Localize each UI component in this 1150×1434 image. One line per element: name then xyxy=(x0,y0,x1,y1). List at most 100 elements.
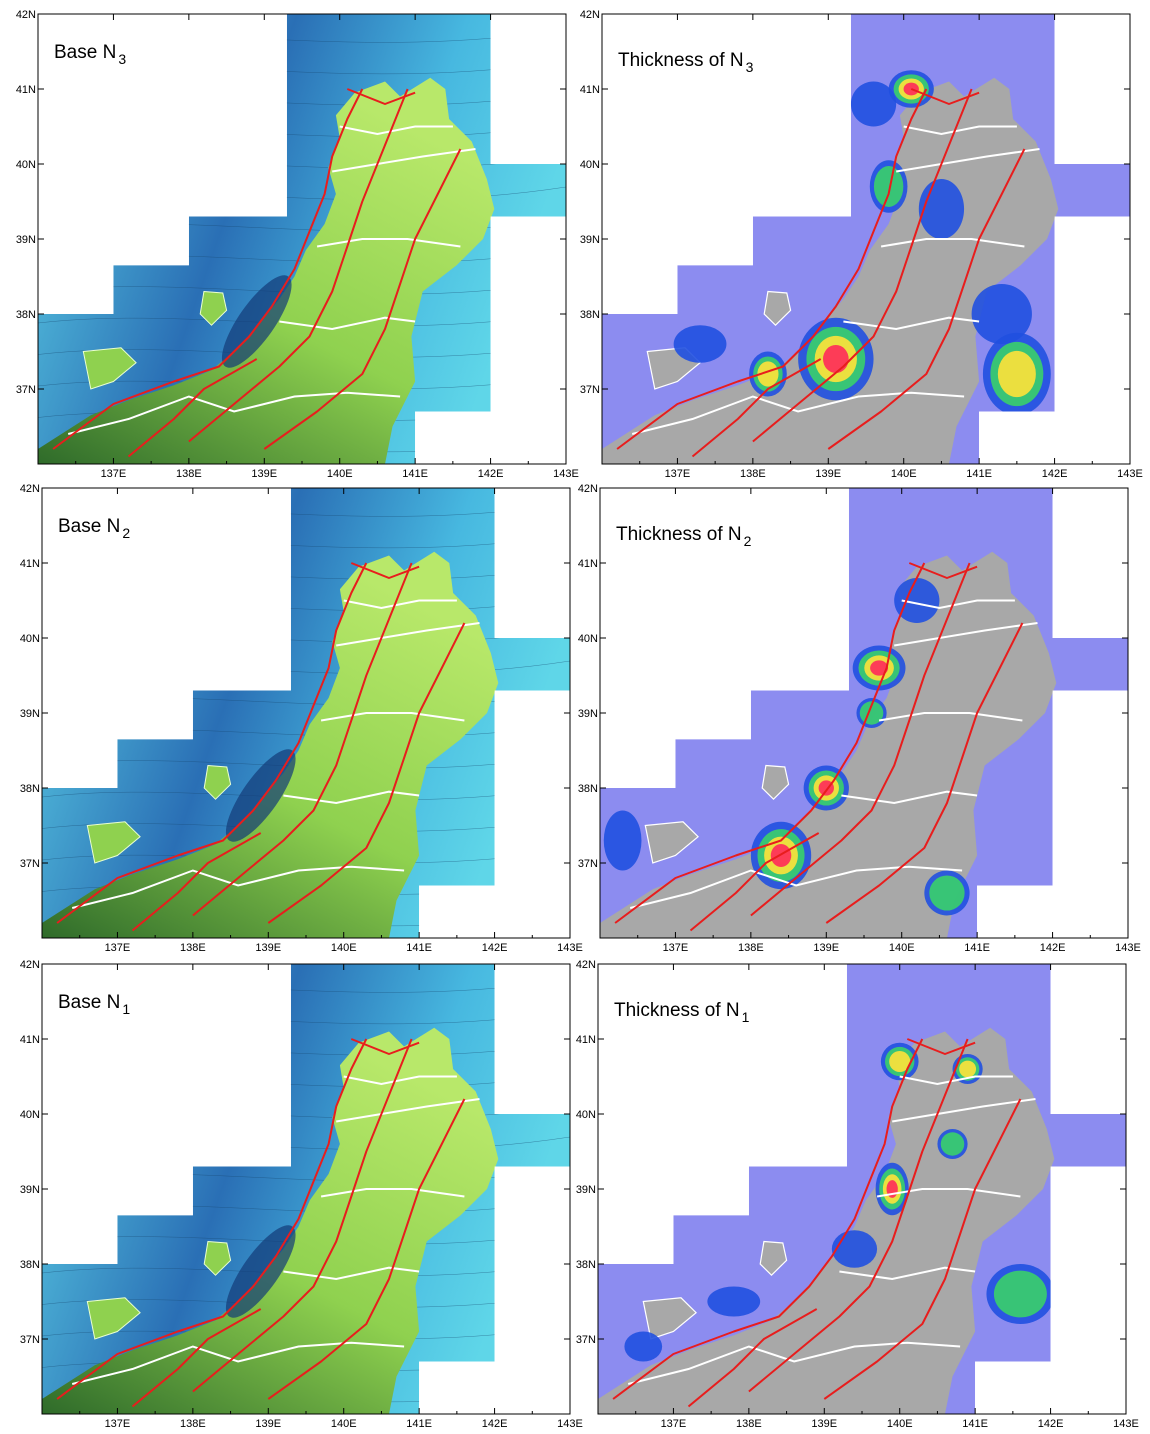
lat-tick-label: 38N xyxy=(576,1259,596,1271)
thickness-blob xyxy=(889,1051,911,1072)
lon-tick-label: 139E xyxy=(811,1418,837,1430)
lon-tick-label: 141E xyxy=(406,1418,432,1430)
prefecture-boundary xyxy=(839,1266,976,1281)
lon-tick-label: 140E xyxy=(331,1418,357,1430)
lon-tick-label: 141E xyxy=(964,942,990,954)
thickness-blob xyxy=(850,81,897,127)
lat-tick-label: 40N xyxy=(578,633,598,645)
lat-tick-label: 42N xyxy=(20,483,40,495)
panel-title-subscript: 2 xyxy=(743,533,752,549)
prefecture-boundary xyxy=(876,1188,1021,1198)
thickness-blob xyxy=(831,1230,878,1268)
panel-title-subscript: 2 xyxy=(122,525,131,541)
thickness-blob xyxy=(894,578,940,623)
lon-tick-label: 137E xyxy=(663,942,689,954)
thickness-blob xyxy=(757,361,779,387)
lat-tick-label: 42N xyxy=(20,959,40,971)
prefecture-boundary xyxy=(627,1341,961,1385)
thickness-blob xyxy=(929,875,965,911)
fault-trace xyxy=(346,88,416,105)
thickness-blob xyxy=(959,1060,977,1078)
prefecture-boundary xyxy=(903,125,1017,136)
prefecture-boundary xyxy=(843,316,980,331)
lat-tick-label: 42N xyxy=(580,9,600,21)
lon-tick-label: 143E xyxy=(1113,1418,1139,1430)
prefecture-boundary xyxy=(320,1188,465,1198)
prefecture-boundary xyxy=(67,391,401,435)
lat-tick-label: 40N xyxy=(20,633,40,645)
lat-tick-label: 39N xyxy=(578,708,598,720)
map-panel-2: 137E 138E 139E 140E 141E 142E 143E 42N 41N 40N 39N… xyxy=(580,9,1143,480)
fault-trace xyxy=(188,88,409,443)
map-panel-1: 137E 138E 139E 140E 141E 142E 143E 42N 41N 40N 39N… xyxy=(16,9,579,480)
thickness-blob xyxy=(918,179,965,239)
fault-trace xyxy=(616,88,928,450)
prefecture-boundary xyxy=(336,1098,480,1123)
lon-tick-label: 137E xyxy=(105,942,131,954)
prefecture-boundary xyxy=(841,790,978,805)
panel-title-subscript: 3 xyxy=(745,59,754,75)
prefecture-boundary xyxy=(339,125,453,136)
lat-tick-label: 39N xyxy=(576,1184,596,1196)
thickness-blob xyxy=(971,284,1032,344)
fault-trace xyxy=(827,148,1026,450)
lat-tick-label: 38N xyxy=(20,783,40,795)
panel-title-text: Base N xyxy=(58,992,121,1013)
prefecture-boundary xyxy=(332,148,476,173)
fault-trace xyxy=(687,1308,818,1408)
lon-tick-label: 141E xyxy=(402,468,428,480)
panel-title-text: Base N xyxy=(54,42,117,63)
lat-tick-label: 41N xyxy=(20,558,40,570)
lon-tick-label: 143E xyxy=(1117,468,1143,480)
fault-trace xyxy=(614,562,926,924)
fault-trace xyxy=(612,1038,924,1400)
lon-tick-label: 140E xyxy=(327,468,353,480)
land-area xyxy=(598,1027,1055,1414)
lon-tick-label: 142E xyxy=(482,1418,508,1430)
lon-tick-label: 138E xyxy=(738,942,764,954)
land-area xyxy=(38,77,495,464)
map-canvas: 137E 138E 139E 140E 141E 142E 143E 42N 41N 40N 39N… xyxy=(20,959,583,1430)
lon-tick-label: 142E xyxy=(482,942,508,954)
lon-tick-label: 140E xyxy=(891,468,917,480)
prefecture-boundary xyxy=(283,790,420,805)
thickness-blob xyxy=(873,166,904,207)
lon-tick-label: 138E xyxy=(180,942,206,954)
map-canvas: 137E 138E 139E 140E 141E 142E 143E 42N 41N 40N 39N… xyxy=(16,9,579,480)
thickness-blob xyxy=(707,1286,761,1317)
lon-tick-label: 139E xyxy=(815,468,841,480)
fault-trace xyxy=(56,1038,368,1400)
land-area xyxy=(42,551,499,938)
fault-trace xyxy=(267,622,466,924)
fault-trace xyxy=(350,1038,420,1055)
fault-trace xyxy=(131,1308,262,1408)
deep-trough xyxy=(225,1225,296,1318)
map-canvas: 137E 138E 139E 140E 141E 142E 143E 42N 41N 40N 39N… xyxy=(580,9,1143,480)
lat-tick-label: 40N xyxy=(576,1109,596,1121)
fault-trace xyxy=(748,1038,969,1393)
map-panel-4: 137E 138E 139E 140E 141E 142E 143E 42N 41N 40N 39N… xyxy=(578,483,1141,954)
prefecture-boundary xyxy=(631,391,965,435)
thickness-blob xyxy=(993,1270,1047,1318)
panel-title-subscript: 3 xyxy=(118,51,127,67)
lon-tick-label: 139E xyxy=(251,468,277,480)
thickness-blob xyxy=(940,1132,965,1156)
lat-tick-label: 39N xyxy=(16,234,36,246)
lat-tick-label: 42N xyxy=(16,9,36,21)
lon-tick-label: 137E xyxy=(101,468,127,480)
lat-tick-label: 41N xyxy=(580,84,600,96)
land-area xyxy=(600,551,1057,938)
thickness-blob xyxy=(870,660,889,676)
prefecture-boundary xyxy=(892,1098,1036,1123)
lat-tick-label: 40N xyxy=(16,159,36,171)
map-canvas: 137E 138E 139E 140E 141E 142E 143E 42N 41N 40N 39N… xyxy=(578,483,1141,954)
lat-tick-label: 37N xyxy=(576,1334,596,1346)
lat-tick-label: 39N xyxy=(20,708,40,720)
lat-tick-label: 37N xyxy=(580,384,600,396)
lon-tick-label: 139E xyxy=(255,942,281,954)
lon-tick-label: 143E xyxy=(553,468,579,480)
fault-trace xyxy=(131,832,262,932)
lat-tick-label: 39N xyxy=(20,1184,40,1196)
lon-tick-label: 142E xyxy=(1040,942,1066,954)
